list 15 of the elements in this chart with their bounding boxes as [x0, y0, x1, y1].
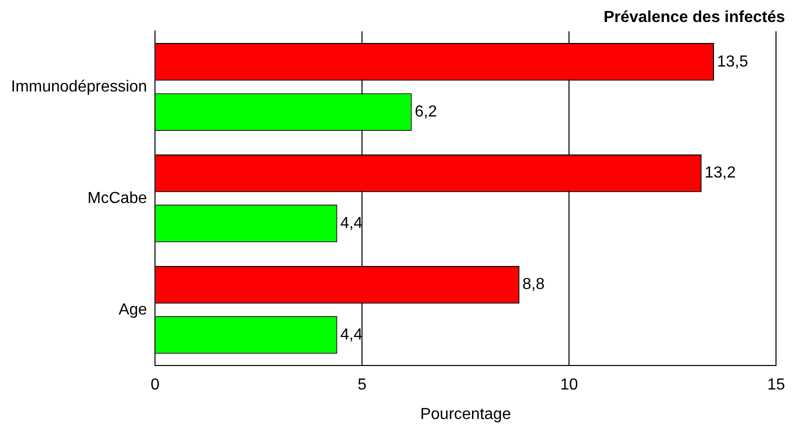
x-tick-label: 0: [150, 376, 160, 394]
y-tick-label: Age: [118, 301, 148, 318]
data-label: 13,5: [717, 53, 748, 70]
chart-title: Prévalence des infectés: [604, 9, 786, 26]
x-axis-title: Pourcentage: [420, 406, 512, 423]
x-tick-label: 5: [358, 376, 367, 394]
y-tick-label: McCabe: [87, 190, 148, 207]
data-label: 4,4: [340, 214, 363, 232]
data-label: 13,2: [704, 164, 736, 182]
data-label: 6,2: [414, 103, 438, 120]
x-tick-label: 10: [560, 376, 578, 394]
x-tick-label: 15: [767, 376, 786, 394]
data-label: 4,4: [340, 326, 363, 344]
y-tick-label: Immunodépression: [10, 78, 148, 96]
data-label: 8,8: [522, 276, 545, 294]
